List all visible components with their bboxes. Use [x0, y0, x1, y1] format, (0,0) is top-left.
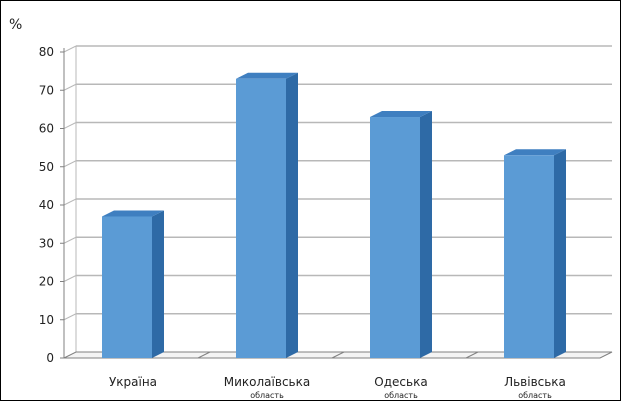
bar-side-face: [420, 111, 432, 359]
category-separator: [331, 351, 345, 359]
x-category-sublabel: область: [250, 391, 284, 400]
y-axis-unit-label: %: [9, 17, 22, 33]
bar-front-face: [102, 216, 152, 358]
bar-side-face: [554, 149, 566, 358]
gridline-depth: [63, 275, 77, 282]
x-category-sublabel: область: [518, 391, 552, 400]
x-category-label: Україна: [109, 375, 157, 389]
y-tick-label: 10: [39, 313, 54, 327]
gridline-depth: [63, 122, 77, 129]
y-tick-label: 20: [39, 275, 54, 289]
gridline-depth: [63, 45, 77, 53]
x-category-sublabel: область: [384, 391, 418, 400]
bar-top-face: [504, 149, 566, 156]
gridline-depth: [63, 83, 77, 91]
bar-side-face: [152, 210, 164, 358]
gridline-depth: [63, 236, 77, 244]
y-tick-label: 80: [39, 45, 54, 59]
gridline-depth: [63, 313, 77, 321]
bar-top-face: [370, 111, 432, 118]
bar: [236, 72, 298, 359]
bar: [370, 111, 432, 359]
x-category-label: Одеська: [374, 375, 427, 389]
bar-layer: [102, 72, 566, 359]
bar-front-face: [370, 117, 420, 359]
category-separator: [465, 351, 479, 359]
bar-front-face: [236, 78, 286, 359]
bar-side-face: [286, 72, 298, 359]
y-tick-label: 60: [39, 122, 54, 136]
category-separator: [197, 351, 211, 359]
gridline-depth: [63, 160, 77, 168]
bar-front-face: [504, 155, 554, 358]
bar-top-face: [102, 210, 164, 217]
y-tick-label: 30: [39, 236, 54, 250]
y-tick-label: 0: [46, 351, 54, 365]
y-tick-label: 70: [39, 83, 54, 97]
y-tick-label: 40: [39, 198, 54, 212]
y-tick-label: 50: [39, 160, 54, 174]
bar: [102, 210, 164, 358]
x-category-label: Львівська: [504, 375, 566, 389]
bar: [504, 149, 566, 358]
x-category-label: Миколаївська: [224, 375, 310, 389]
gridline-depth: [63, 198, 77, 206]
label-layer: 0 10 20 30 40 50 60 70 80 Україна Миколаївська обла…: [39, 45, 566, 400]
bar-top-face: [236, 72, 298, 79]
axis-layer: [60, 48, 613, 359]
